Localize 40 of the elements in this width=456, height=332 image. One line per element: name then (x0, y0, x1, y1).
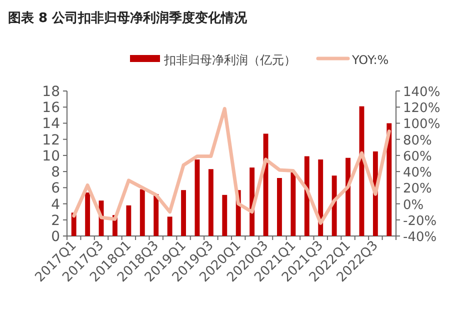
y-tick-label: 6 (51, 180, 60, 197)
y2-tick-label: 20% (403, 182, 432, 197)
bar (386, 123, 392, 236)
legend-label: YOY:% (351, 53, 389, 67)
bar (277, 178, 282, 236)
y-tick-label: 8 (51, 164, 60, 181)
line-series (72, 106, 391, 225)
y-tick-label: 2 (51, 212, 60, 229)
bar (167, 216, 172, 236)
bar (318, 159, 324, 236)
bar (346, 158, 350, 236)
y2-tick-label: -20% (403, 214, 437, 229)
bar (181, 190, 186, 236)
y-tick-label: 12 (42, 132, 60, 148)
y-tick-label: 4 (51, 196, 60, 213)
bar (140, 189, 145, 236)
chart-title: 图表 8 公司扣非归母净利润季度变化情况 (8, 10, 248, 26)
y2-tick-label: 140% (403, 85, 440, 100)
y2-tick-label: 40% (403, 166, 432, 181)
bar (85, 192, 90, 236)
bar (154, 194, 159, 236)
y2-tick-label: 80% (403, 133, 432, 148)
bar (208, 169, 214, 236)
y2-tick-label: 0% (403, 198, 424, 213)
bar (290, 172, 296, 236)
y2-tick-label: 120% (403, 101, 440, 116)
y2-tick-label: -40% (403, 230, 437, 245)
y-tick-label: 18 (42, 84, 60, 100)
bar (126, 205, 132, 236)
y-tick-label: 14 (42, 116, 60, 132)
bar (222, 194, 228, 236)
bar (304, 156, 310, 236)
legend-label: 扣非归母净利润（亿元） (163, 53, 296, 67)
y2-tick-label: 60% (403, 149, 432, 164)
y-tick-label: 16 (42, 100, 60, 116)
bar (332, 176, 337, 236)
y2-tick-label: 100% (403, 117, 440, 132)
bar (194, 159, 200, 236)
y-tick-label: 0 (51, 229, 60, 245)
y-tick-label: 10 (42, 148, 60, 164)
